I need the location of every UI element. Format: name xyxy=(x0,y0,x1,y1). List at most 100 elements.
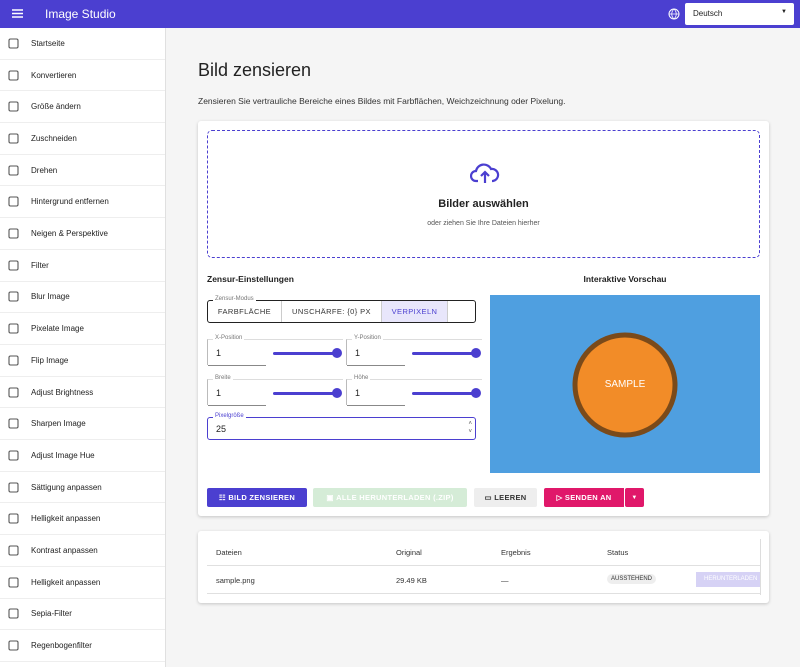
position-field[interactable]: Y-Position 1 xyxy=(346,335,482,366)
nav-icon xyxy=(8,323,19,334)
nav-label: Zuschneiden xyxy=(31,133,77,143)
field-value: 1 xyxy=(355,348,361,358)
nav-icon xyxy=(8,482,19,493)
nav-label: Adjust Brightness xyxy=(31,387,94,397)
position-field[interactable]: Höhe 1 xyxy=(346,375,482,406)
nav-item[interactable]: Sharpen Image xyxy=(0,408,165,441)
pixel-size-label: Pixelgröße xyxy=(213,413,246,419)
slider-track xyxy=(273,392,336,395)
table-header: Dateien xyxy=(216,548,242,557)
nav-label: Größe ändern xyxy=(31,102,81,112)
dropzone-subtitle: oder ziehen Sie Ihre Dateien hierher xyxy=(427,220,540,227)
nav-item[interactable]: Adjust Brightness xyxy=(0,377,165,409)
table-cell: sample.png xyxy=(216,576,255,585)
nav-icon xyxy=(8,608,19,619)
nav-item[interactable]: Hintergrund entfernen xyxy=(0,187,165,219)
language-value: Deutsch xyxy=(693,9,723,18)
nav-item[interactable]: Helligkeit anpassen xyxy=(0,567,165,599)
nav-label: Sättigung anpassen xyxy=(31,482,102,492)
nav-icon xyxy=(8,577,19,588)
nav-item[interactable]: Pixelate Image xyxy=(0,313,165,345)
pixel-size-field[interactable]: Pixelgröße 25 ˄ ˅ xyxy=(207,413,476,440)
settings-title: Zensur-Einstellungen xyxy=(207,274,294,284)
language-select[interactable]: Deutsch ▼ xyxy=(685,3,794,25)
nav-label: Helligkeit anpassen xyxy=(31,514,101,524)
censor-card: Bilder auswählen oder ziehen Sie Ihre Da… xyxy=(198,121,769,516)
clear-label: LEEREN xyxy=(494,493,527,502)
nav-item[interactable]: Helligkeit anpassen xyxy=(0,504,165,536)
nav-label: Startseite xyxy=(31,38,65,48)
mode-button[interactable]: FARBFLÄCHE xyxy=(208,301,282,322)
mode-label: Zensur-Modus xyxy=(213,296,256,302)
nav-icon xyxy=(8,291,19,302)
dropzone[interactable]: Bilder auswählen oder ziehen Sie Ihre Da… xyxy=(207,130,760,258)
slider-track xyxy=(412,352,475,355)
table-header: Status xyxy=(607,548,629,557)
send-button[interactable]: ▷ SENDEN AN xyxy=(544,488,624,507)
nav-label: Flip Image xyxy=(31,355,69,365)
menu-icon[interactable] xyxy=(12,9,23,18)
send-menu-button[interactable]: ▼ xyxy=(625,488,644,507)
nav-label: Adjust Image Hue xyxy=(31,450,95,460)
nav-label: Drehen xyxy=(31,165,58,175)
nav-icon xyxy=(8,260,19,271)
table-header: Ergebnis xyxy=(501,548,531,557)
slider-thumb[interactable] xyxy=(471,348,481,358)
nav-icon xyxy=(8,101,19,112)
nav-icon xyxy=(8,386,19,398)
mode-button[interactable]: UNSCHÄRFE: {0} PX xyxy=(282,301,382,322)
page-title: Bild zensieren xyxy=(198,60,312,80)
field-value: 1 xyxy=(216,388,222,398)
nav-item[interactable]: Konvertieren xyxy=(0,60,165,92)
status-chip: AUSSTEHEND xyxy=(607,574,657,584)
preview-image: SAMPLE xyxy=(490,295,760,473)
send-label: SENDEN AN xyxy=(564,493,612,502)
slider-thumb[interactable] xyxy=(332,388,342,398)
slider-thumb[interactable] xyxy=(471,388,481,398)
position-field[interactable]: Breite 1 xyxy=(207,375,343,406)
nav-item[interactable]: Startseite xyxy=(0,28,165,60)
row-divider xyxy=(207,593,760,594)
download-all-label: ALLE HERUNTERLADEN (.ZIP) xyxy=(336,493,454,502)
upload-icon xyxy=(470,163,500,183)
nav-item[interactable]: Filter xyxy=(0,250,165,282)
nav-item[interactable]: Flip Image xyxy=(0,345,165,377)
field-label: Y-Position xyxy=(352,335,383,341)
nav-item[interactable]: Adjust Image Hue xyxy=(0,440,165,472)
nav-item[interactable]: Drehen xyxy=(0,155,165,187)
nav-item[interactable]: Neigen & Perspektive xyxy=(0,218,165,250)
slider-thumb[interactable] xyxy=(332,348,342,358)
clear-button[interactable]: ▭ LEEREN xyxy=(474,488,537,507)
nav-label: Neigen & Perspektive xyxy=(31,229,108,239)
download-button[interactable]: HERUNTERLADEN xyxy=(696,572,760,587)
table-cell: 29.49 KB xyxy=(396,576,427,585)
field-underline xyxy=(208,405,266,406)
header-divider xyxy=(207,565,760,566)
nav-item[interactable]: Größe ändern xyxy=(0,91,165,124)
nav-icon xyxy=(8,513,19,524)
nav-icon xyxy=(8,450,19,461)
nav-item[interactable]: Sättigung anpassen xyxy=(0,472,165,504)
nav-icon xyxy=(8,418,19,429)
censor-button[interactable]: ☷ BILD ZENSIEREN xyxy=(207,488,307,507)
nav-icon xyxy=(8,545,19,556)
slider-track xyxy=(412,392,475,395)
nav-item[interactable]: Regenbogenfilter xyxy=(0,630,165,662)
nav-icon xyxy=(8,228,19,239)
app-bar: Image Studio Deutsch ▼ xyxy=(0,0,800,28)
nav-label: Sepia-Filter xyxy=(31,609,72,619)
nav-item[interactable]: Sepia-Filter xyxy=(0,599,165,631)
nav-item[interactable]: Kontrast anpassen xyxy=(0,535,165,567)
nav-label: Konvertieren xyxy=(31,70,77,80)
field-underline xyxy=(347,405,405,406)
nav-item[interactable]: Zuschneiden xyxy=(0,123,165,155)
download-all-button[interactable]: ▣ ALLE HERUNTERLADEN (.ZIP) xyxy=(313,488,467,507)
nav-item[interactable]: Blur Image xyxy=(0,282,165,314)
sidebar: Startseite Konvertieren Größe ändern Zuschn… xyxy=(0,28,166,667)
position-field[interactable]: X-Position 1 xyxy=(207,335,343,366)
nav-label: Filter xyxy=(31,260,49,270)
nav-icon xyxy=(8,133,19,144)
nav-icon xyxy=(8,38,19,49)
mode-button[interactable]: VERPIXELN xyxy=(382,301,448,322)
field-label: Breite xyxy=(213,375,233,381)
